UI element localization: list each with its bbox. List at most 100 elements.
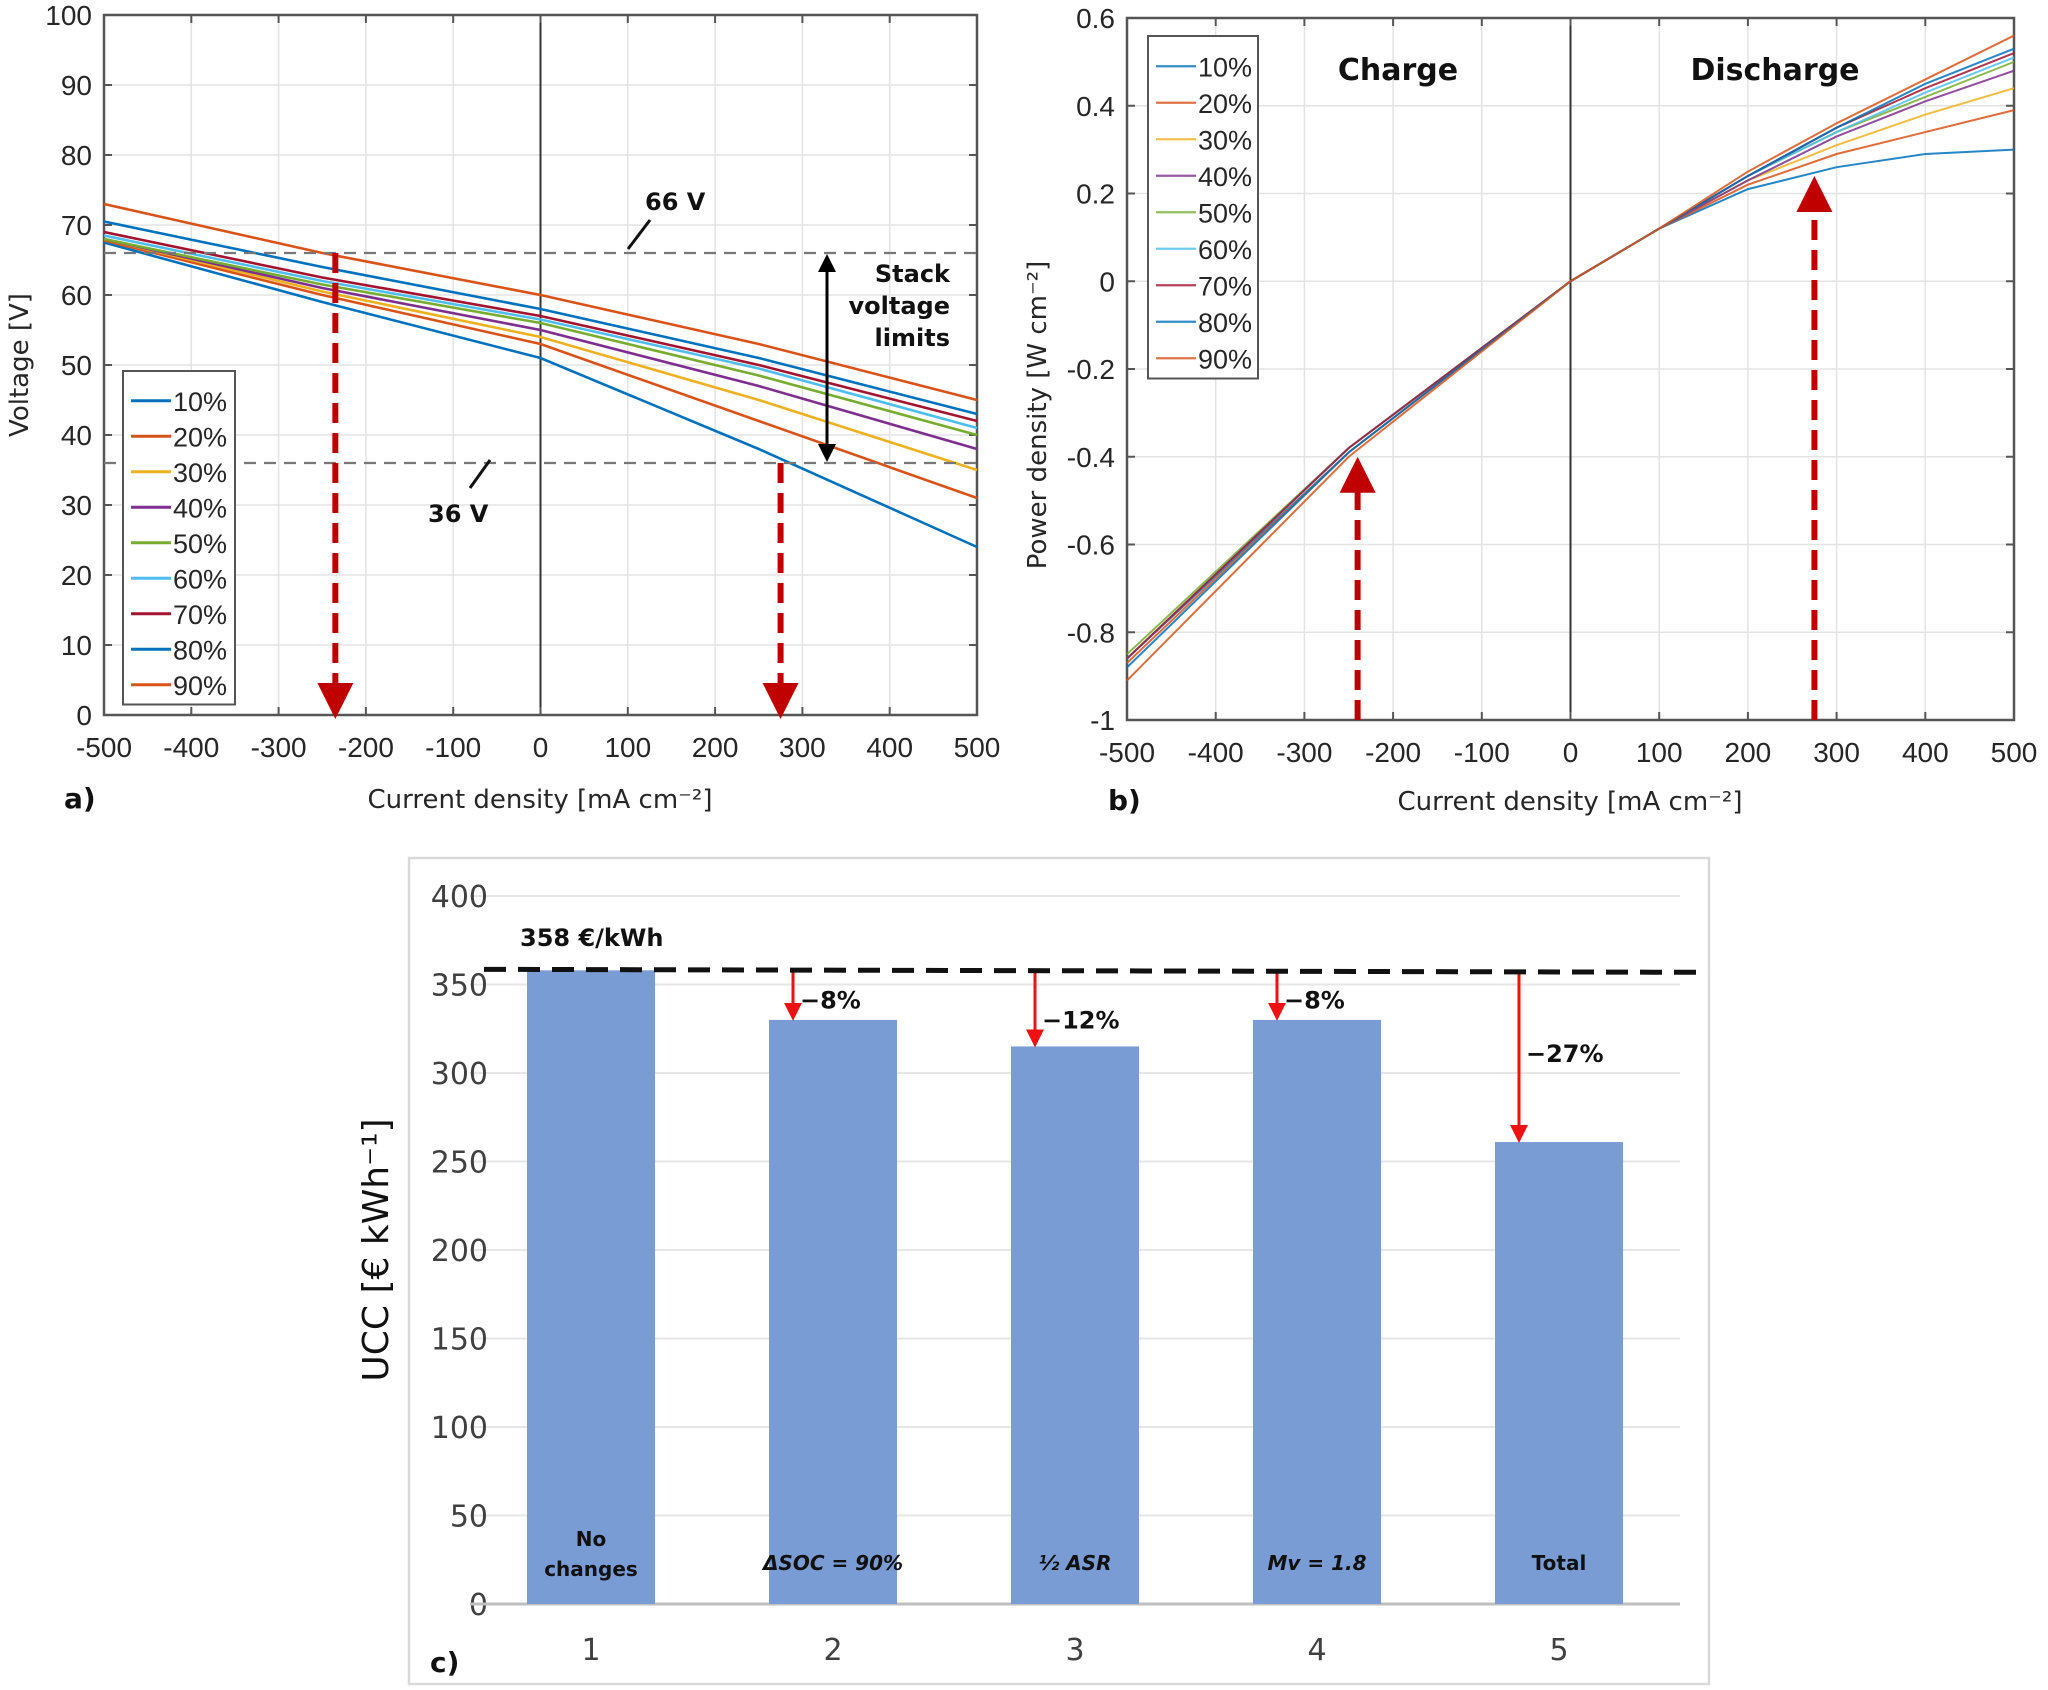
y-tick-label: -0.6	[1067, 530, 1115, 561]
annotation-stack: Stack	[875, 260, 951, 288]
reference-line	[483, 966, 1709, 975]
series-line-90pct	[1126, 34, 2015, 682]
x-tick-label: -500	[76, 732, 132, 763]
x-tick-label: -200	[338, 732, 394, 763]
legend-label: 20%	[173, 422, 227, 452]
y-tick-label: 50	[450, 1500, 488, 1535]
x-axis-label: Current density [mA cm⁻²]	[368, 785, 713, 815]
legend-label: 60%	[173, 564, 227, 594]
bar	[1495, 1142, 1623, 1604]
legend-label: 50%	[173, 529, 227, 559]
x-tick-label: -300	[1276, 737, 1332, 768]
legend-label: 20%	[1198, 89, 1252, 119]
y-tick-label: -0.2	[1067, 354, 1115, 385]
x-axis-label: Current density [mA cm⁻²]	[1398, 787, 1743, 817]
y-tick-label: 150	[431, 1323, 488, 1358]
leader-line-66v	[626, 219, 652, 250]
y-tick-label: -0.8	[1067, 617, 1115, 648]
y-tick-label: -0.4	[1067, 442, 1115, 473]
legend-label: 30%	[173, 458, 227, 488]
reduction-label: −8%	[1284, 986, 1345, 1014]
chart-panel-a: -500 -400 -300 -200 -100 0 100 200 300 400 500 0 10 2…	[5, 0, 1000, 815]
x-tick-label: 2	[823, 1633, 842, 1668]
panel-label-c: c)	[430, 1646, 459, 1679]
x-tick-label: 300	[779, 732, 826, 763]
reduction-label: −12%	[1042, 1006, 1120, 1034]
bar-label: ΔSOC = 90%	[761, 1551, 903, 1575]
y-tick-label: 90	[61, 70, 92, 101]
legend-label: 10%	[173, 387, 227, 417]
x-tick-label: 500	[954, 732, 1001, 763]
legend-label: 40%	[173, 493, 227, 523]
y-tick-label: 200	[431, 1234, 488, 1269]
legend-label: 70%	[1198, 271, 1252, 301]
annotation-limits: limits	[875, 324, 950, 352]
annotation-charge: Charge	[1338, 53, 1458, 88]
annotation-voltage: voltage	[849, 292, 950, 320]
y-tick-label: 80	[61, 140, 92, 171]
bar-label: Total	[1532, 1551, 1587, 1575]
x-tick-label: 100	[604, 732, 651, 763]
legend-label: 90%	[1198, 344, 1252, 374]
x-tick-label: 400	[866, 732, 913, 763]
bar	[527, 970, 655, 1604]
y-tick-label: 300	[431, 1057, 488, 1092]
legend-label: 80%	[1198, 308, 1252, 338]
y-tick-label: 0.4	[1076, 91, 1115, 122]
bar-label: No	[576, 1527, 606, 1551]
bar	[769, 1019, 897, 1604]
y-tick-label: 30	[61, 490, 92, 521]
y-tick-label: 100	[431, 1411, 488, 1446]
x-tick-label: 500	[1991, 737, 2038, 768]
x-tick-label: 1	[581, 1633, 600, 1668]
y-tick-label: 400	[431, 880, 488, 915]
reduction-label: −8%	[800, 986, 861, 1014]
x-tick-label: 400	[1902, 737, 1949, 768]
x-tick-label: 0	[1563, 737, 1579, 768]
x-tick-label: 3	[1065, 1633, 1084, 1668]
panel-label-a: a)	[64, 782, 96, 815]
x-tick-label: -300	[251, 732, 307, 763]
y-axis-label: Voltage [V]	[5, 293, 35, 437]
y-tick-label: 250	[431, 1146, 488, 1181]
x-tick-label: -200	[1365, 737, 1421, 768]
reduction-label: −27%	[1526, 1040, 1604, 1068]
x-tick-label: -500	[1099, 737, 1155, 768]
y-tick-label: 0.2	[1076, 179, 1115, 210]
y-tick-label: 0	[1099, 266, 1115, 297]
y-tick-label: 100	[45, 0, 92, 31]
x-tick-label: -100	[425, 732, 481, 763]
y-axis-label: Power density [W cm⁻²]	[1023, 261, 1053, 570]
label-36v: 36 V	[428, 500, 489, 528]
y-tick-label: 20	[61, 560, 92, 591]
x-tick-label: 100	[1636, 737, 1683, 768]
annotation-discharge: Discharge	[1690, 53, 1859, 88]
x-tick-label: -400	[163, 732, 219, 763]
legend-label: 90%	[173, 671, 227, 701]
y-axis-label: UCC [€ kWh⁻¹]	[356, 1118, 397, 1381]
y-tick-label: 50	[61, 350, 92, 381]
legend-label: 30%	[1198, 125, 1252, 155]
legend-label: 10%	[1198, 52, 1252, 82]
y-tick-label: 0.6	[1076, 3, 1115, 34]
legend-label: 60%	[1198, 235, 1252, 265]
label-66v: 66 V	[645, 188, 706, 216]
x-tick-label: 200	[692, 732, 739, 763]
y-tick-label: 10	[61, 630, 92, 661]
x-tick-label: 5	[1549, 1633, 1568, 1668]
bar-label: Mv = 1.8	[1267, 1551, 1366, 1575]
bar-label: changes	[544, 1557, 638, 1581]
series-line-10pct	[103, 241, 978, 549]
panel-label-b: b)	[1108, 784, 1141, 817]
leader-line-36v	[468, 459, 492, 489]
x-tick-label: 300	[1813, 737, 1860, 768]
legend-label: 80%	[173, 635, 227, 665]
x-tick-label: 4	[1307, 1633, 1326, 1668]
legend-label: 70%	[173, 600, 227, 630]
reference-label: 358 €/kWh	[520, 924, 663, 952]
legend-label: 50%	[1198, 198, 1252, 228]
x-tick-label: -400	[1188, 737, 1244, 768]
x-tick-label: -100	[1454, 737, 1510, 768]
chart-panel-b: -500 -400 -300 -200 -100 0 100 200 300 400 500 -1 -0…	[1023, 3, 2037, 817]
